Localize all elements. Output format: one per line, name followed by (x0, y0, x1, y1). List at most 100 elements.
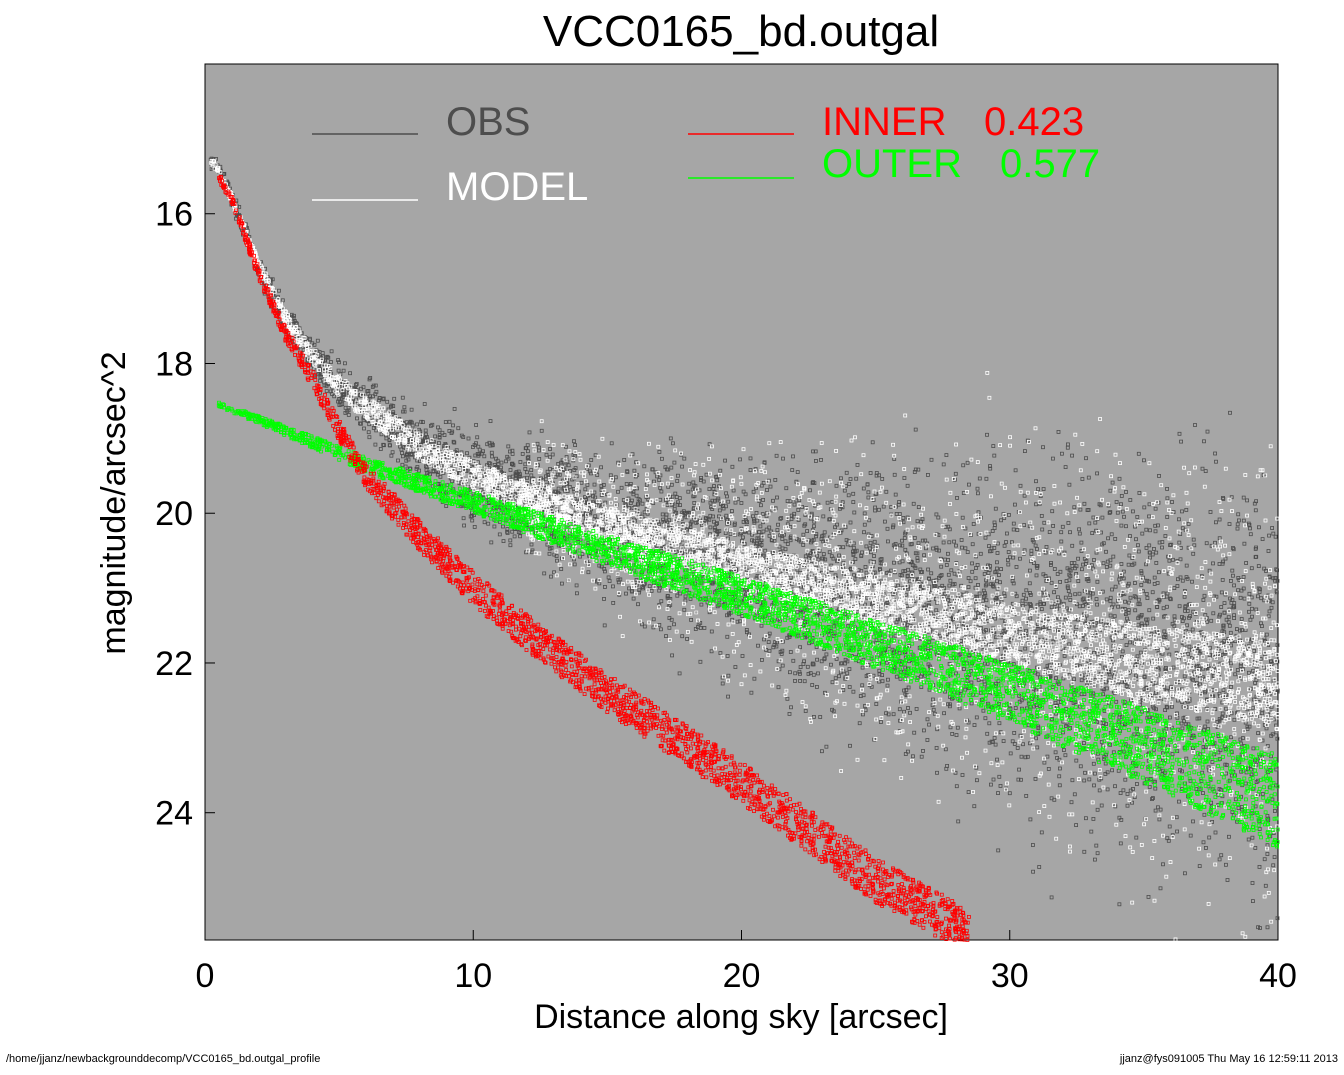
obs-point (792, 514, 796, 519)
obs-point (555, 558, 559, 563)
obs-point (877, 507, 881, 512)
obs-point (1230, 568, 1235, 573)
obs-point (777, 667, 782, 672)
obs-point (1154, 550, 1159, 555)
obs-point (1058, 766, 1062, 771)
obs-point (657, 603, 662, 607)
obs-point (593, 495, 598, 500)
obs-point (982, 572, 987, 576)
obs-point (733, 500, 738, 505)
obs-point (392, 396, 397, 401)
obs-point (1037, 865, 1042, 869)
obs-point (1171, 510, 1176, 515)
obs-point (1264, 632, 1269, 637)
obs-point (597, 563, 602, 568)
obs-point (912, 536, 917, 540)
obs-point (562, 463, 567, 468)
obs-point (473, 453, 478, 458)
obs-point (1251, 899, 1255, 903)
obs-point (1218, 661, 1223, 666)
obs-point (1211, 611, 1216, 616)
obs-point (1040, 527, 1045, 532)
obs-point (1156, 805, 1160, 810)
obs-point (883, 519, 887, 524)
obs-point (1147, 579, 1151, 584)
obs-point (1028, 616, 1033, 621)
obs-point (1056, 429, 1061, 434)
obs-point (542, 571, 547, 576)
obs-point (789, 705, 793, 710)
obs-point (1201, 598, 1206, 602)
obs-point (968, 579, 973, 584)
obs-point (628, 481, 633, 486)
obs-point (1224, 617, 1229, 622)
obs-point (919, 674, 923, 679)
obs-point (602, 597, 606, 601)
obs-point (931, 697, 935, 702)
obs-point (1016, 777, 1021, 782)
obs-point (1125, 792, 1130, 796)
obs-point (993, 742, 998, 747)
obs-point (1140, 531, 1145, 536)
obs-point (757, 530, 762, 534)
obs-point (325, 354, 330, 359)
obs-point (731, 488, 736, 493)
obs-point (552, 570, 556, 575)
obs-point (1086, 507, 1091, 512)
obs-point (879, 720, 883, 724)
obs-point (1154, 561, 1159, 565)
obs-point (539, 428, 544, 433)
obs-point (373, 442, 378, 447)
obs-point (1021, 592, 1026, 597)
obs-point (1041, 487, 1046, 491)
obs-point (1177, 604, 1182, 609)
obs-point (606, 575, 611, 580)
obs-point (982, 636, 986, 641)
obs-point (616, 489, 620, 494)
obs-point (1105, 787, 1110, 792)
obs-point (1122, 607, 1127, 611)
obs-point (1144, 527, 1149, 532)
obs-point (603, 569, 607, 574)
obs-point (944, 453, 949, 458)
obs-point (921, 749, 925, 753)
obs-point (977, 476, 982, 481)
obs-point (1187, 644, 1192, 649)
obs-point (851, 689, 856, 694)
obs-point (820, 749, 824, 754)
obs-point (866, 673, 871, 677)
obs-point (1191, 551, 1196, 556)
obs-point (1153, 808, 1158, 813)
obs-point (788, 670, 792, 675)
obs-point (673, 491, 678, 496)
obs-point (1119, 502, 1123, 507)
obs-point (664, 634, 668, 638)
obs-point (640, 622, 644, 627)
obs-point (377, 396, 382, 401)
obs-point (1143, 648, 1147, 652)
obs-point (897, 707, 902, 712)
obs-point (1144, 546, 1149, 550)
obs-point (1087, 521, 1092, 526)
plot-area (204, 63, 1279, 941)
obs-point (1174, 815, 1179, 820)
obs-point (948, 725, 953, 730)
obs-point (632, 468, 637, 473)
obs-point (1110, 587, 1114, 592)
obs-point (915, 558, 920, 563)
obs-point (1050, 717, 1054, 721)
obs-point (1013, 502, 1017, 507)
obs-point (1004, 540, 1008, 544)
obs-point (941, 540, 946, 545)
obs-point (966, 585, 971, 589)
obs-point (1117, 815, 1122, 820)
obs-point (1081, 596, 1086, 601)
obs-point (550, 452, 555, 457)
obs-point (952, 539, 956, 544)
obs-point (1019, 754, 1024, 759)
obs-point (1049, 580, 1054, 585)
obs-point (1045, 663, 1050, 668)
obs-point (1083, 770, 1087, 775)
obs-point (1273, 576, 1278, 580)
obs-point (842, 488, 847, 493)
